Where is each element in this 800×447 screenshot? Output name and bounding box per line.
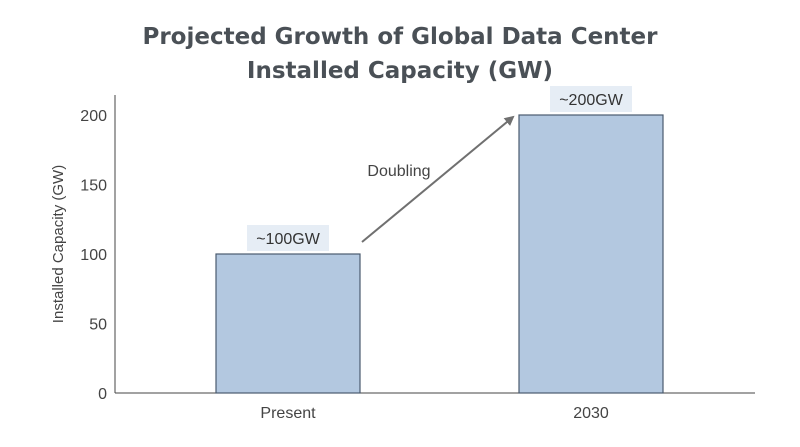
bar-2030	[518, 114, 664, 394]
data-labels: ~100GW ~200GW	[247, 86, 632, 251]
bars	[215, 114, 664, 394]
data-label-box	[247, 225, 329, 251]
chart-title-line-2: Installed Capacity (GW)	[246, 58, 554, 84]
y-tick-label: 100	[80, 247, 107, 264]
chart-title-line-1: Projected Growth of Global Data Center	[142, 24, 658, 50]
y-tick-label: 150	[80, 178, 107, 195]
y-tick-label: 50	[89, 317, 107, 334]
y-tick-label: 0	[98, 386, 107, 403]
axes: 0 50 100 150 200 Present 2030	[80, 95, 755, 422]
bar-present	[215, 253, 361, 394]
y-tick-label: 200	[80, 108, 107, 125]
x-tick-label: 2030	[573, 405, 609, 422]
doubling-arrow	[361, 115, 515, 243]
x-tick-label: Present	[260, 405, 316, 422]
y-axis-label: Installed Capacity (GW)	[50, 165, 67, 323]
data-label-box	[550, 86, 632, 112]
data-label: ~200GW	[559, 92, 623, 109]
chart-title: Projected Growth of Global Data Center I…	[0, 20, 800, 88]
annotations: Doubling	[361, 115, 515, 243]
data-label: ~100GW	[256, 231, 320, 248]
doubling-annotation: Doubling	[367, 163, 430, 180]
